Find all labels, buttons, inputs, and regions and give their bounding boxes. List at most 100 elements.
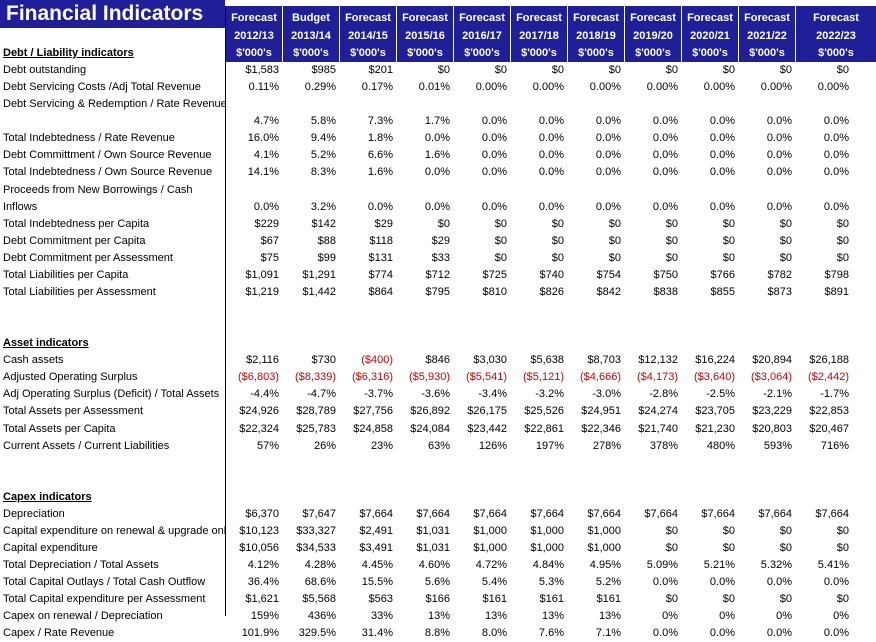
row-label: Capital expenditure [3,542,98,554]
value-cell: $0 [722,542,735,554]
column-type-label: Forecast [796,6,876,28]
row-label: Proceeds from New Borrowings / Cash [3,184,193,196]
value-cell: $1,000 [473,542,507,554]
value-cell: $0 [608,235,621,247]
value-cell: 5.32% [760,559,792,571]
column-unit-label: $'000's [511,45,567,62]
value-cell: 5.09% [646,559,678,571]
value-cell: $1,031 [416,542,450,554]
value-cell: 1.6% [367,166,393,178]
value-cell: $0 [437,64,450,76]
value-cell: 5.21% [703,559,735,571]
value-cell: $1,621 [245,593,279,605]
value-cell: 4.72% [475,559,507,571]
row-label: Total Capital Outlays / Total Cash Outfl… [3,576,206,588]
column-year-label: 2020/21 [682,28,738,45]
value-cell: 0.0% [709,627,735,639]
value-cell: ($5,930) [409,371,450,383]
row-label: Total Assets per Capita [3,423,116,435]
value-cell: $3,030 [473,354,507,366]
value-cell: $0 [836,235,849,247]
value-cell: $0 [494,64,507,76]
value-cell: ($6,803) [238,371,279,383]
value-cell: 13% [541,610,564,622]
value-cell: $5,568 [302,593,336,605]
value-cell: $740 [539,269,564,281]
value-cell: 0.0% [766,576,792,588]
row-label [3,472,225,489]
value-cell: -2.5% [706,388,735,400]
value-cell: 0.0% [481,149,507,161]
value-cell: $5,638 [530,354,564,366]
value-cell: $0 [494,235,507,247]
column-unit-label: $'000's [397,45,453,62]
value-cell: $0 [722,525,735,537]
column-year-label: 2022/23 [796,28,876,45]
value-cell: $20,894 [752,354,792,366]
row-label: Debt outstanding [3,64,87,76]
column-year-label: 2013/14 [283,28,339,45]
value-cell: 0.17% [361,81,393,93]
value-cell: $0 [551,235,564,247]
value-cell: 23% [370,440,393,452]
row-label [3,318,225,335]
value-cell: $826 [539,286,564,298]
value-cell: $24,926 [239,405,279,417]
row-label [3,113,225,130]
value-cell: $25,783 [296,423,336,435]
value-cell: 329.5% [298,627,336,639]
value-cell: $0 [665,593,678,605]
value-cell: $1,583 [245,64,279,76]
value-cell: 4.1% [253,149,279,161]
column-type-label: Forecast [397,6,453,28]
value-cell: 0.0% [424,132,450,144]
value-cell: 0.0% [538,115,564,127]
value-cell: $1,000 [587,542,621,554]
value-cell: $118 [369,235,393,247]
value-cell: 1.7% [424,115,450,127]
value-cell: 5.8% [310,115,336,127]
value-cell: $1,291 [302,269,336,281]
value-cell: 16.0% [247,132,279,144]
value-cell: $161 [539,593,564,605]
value-cell: 26% [313,440,336,452]
value-cell: $838 [653,286,678,298]
value-cell: $0 [836,525,849,537]
value-cell: 101.9% [241,627,279,639]
value-cell: 0.0% [709,149,735,161]
value-cell: 8.8% [424,627,450,639]
value-cell: 159% [250,610,279,622]
value-cell: $725 [482,269,507,281]
value-cell: $0 [551,252,564,264]
value-cell: $0 [665,235,678,247]
value-cell: -3.0% [592,388,621,400]
column-type-label: Forecast [682,6,738,28]
value-cell: $20,803 [752,423,792,435]
section-heading: Debt / Liability indicators [3,47,134,59]
value-cell: 126% [478,440,507,452]
value-cell: $0 [779,542,792,554]
value-cell: $29 [431,235,450,247]
value-cell: 0.0% [709,166,735,178]
value-cell: 31.4% [361,627,393,639]
column-unit-label: $'000's [682,45,738,62]
value-cell: 15.5% [361,576,393,588]
value-cell: 0.0% [424,166,450,178]
value-cell: $1,000 [587,525,621,537]
value-cell: 0.0% [424,201,450,213]
value-cell: $7,664 [815,508,849,520]
row-label: Capital expenditure on renewal & upgrade… [3,525,225,537]
sheet-title: Financial Indicators [0,0,225,28]
value-cell: 0.0% [766,627,792,639]
value-cell: ($8,339) [295,371,336,383]
value-cell: $166 [425,593,450,605]
value-cell: $0 [665,542,678,554]
value-cell: $1,091 [245,269,279,281]
column-year-label: 2014/15 [340,28,396,45]
value-cell: 0.0% [538,166,564,178]
value-cell: $7,664 [416,508,450,520]
row-label: Total Indebtedness / Own Source Revenue [3,166,213,178]
value-cell: 0.0% [709,132,735,144]
value-cell: 0.0% [823,166,849,178]
